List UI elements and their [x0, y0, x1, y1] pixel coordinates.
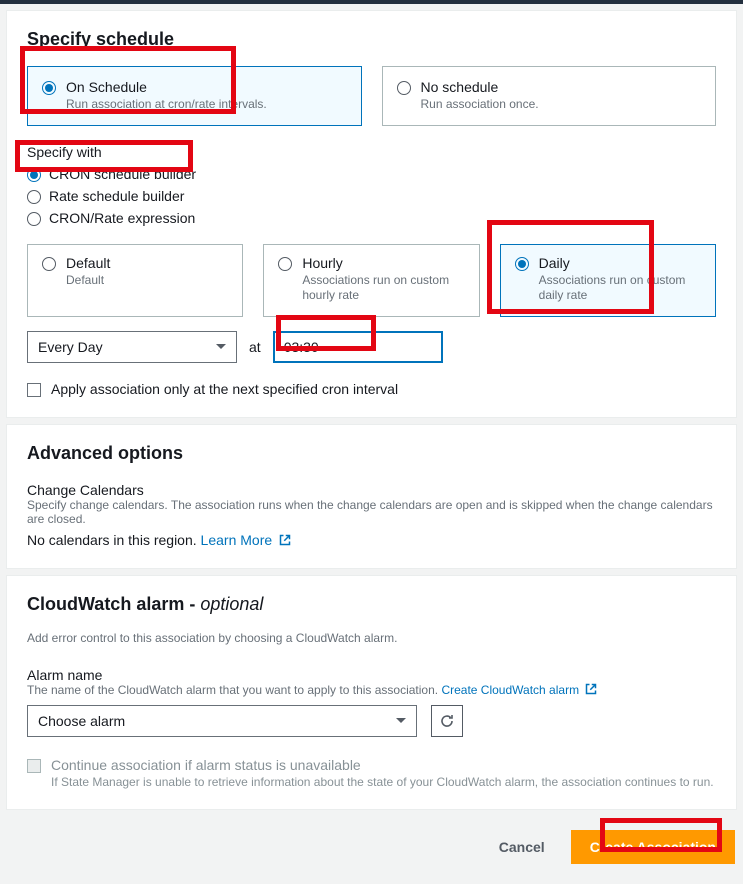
- radio-icon: [27, 190, 41, 204]
- radio-icon: [397, 81, 411, 95]
- radio-icon: [27, 168, 41, 182]
- cloudwatch-panel: CloudWatch alarm - optional Add error co…: [6, 575, 737, 810]
- cron-builder-radio[interactable]: CRON schedule builder: [27, 166, 716, 182]
- advanced-heading: Advanced options: [27, 443, 716, 464]
- apply-once-row: Apply association only at the next speci…: [27, 381, 716, 397]
- alarm-name-desc: The name of the CloudWatch alarm that yo…: [27, 683, 438, 697]
- schedule-heading: Specify schedule: [27, 29, 716, 50]
- continue-row: Continue association if alarm status is …: [27, 757, 716, 789]
- frequency-row: Default Default Hourly Associations run …: [27, 244, 716, 317]
- freq-daily-title: Daily: [539, 255, 701, 271]
- cloudwatch-heading-main: CloudWatch alarm -: [27, 594, 200, 614]
- external-link-icon: [585, 683, 597, 695]
- apply-once-label: Apply association only at the next speci…: [51, 381, 398, 397]
- day-select[interactable]: Every Day: [27, 331, 237, 363]
- calendars-title: Change Calendars: [27, 482, 716, 498]
- create-association-button[interactable]: Create Association: [571, 830, 735, 864]
- freq-hourly-title: Hourly: [302, 255, 464, 271]
- freq-default-title: Default: [66, 255, 110, 271]
- expr-builder-radio[interactable]: CRON/Rate expression: [27, 210, 716, 226]
- external-link-icon: [279, 533, 291, 545]
- cancel-button[interactable]: Cancel: [487, 833, 557, 861]
- caret-down-icon: [216, 344, 226, 349]
- cloudwatch-heading: CloudWatch alarm - optional: [27, 594, 716, 615]
- alarm-select-value: Choose alarm: [38, 713, 125, 729]
- radio-icon: [515, 257, 529, 271]
- cron-builder-label: CRON schedule builder: [49, 166, 196, 182]
- caret-down-icon: [396, 718, 406, 723]
- alarm-row: Choose alarm: [27, 705, 716, 737]
- learn-more-link[interactable]: Learn More: [201, 532, 291, 548]
- on-schedule-title: On Schedule: [66, 79, 267, 95]
- no-schedule-title: No schedule: [421, 79, 539, 95]
- continue-checkbox: [27, 759, 41, 773]
- create-alarm-link[interactable]: Create CloudWatch alarm: [441, 683, 597, 697]
- radio-icon: [27, 212, 41, 226]
- freq-default-desc: Default: [66, 273, 110, 289]
- radio-icon: [278, 257, 292, 271]
- specify-with-label: Specify with: [27, 144, 716, 160]
- no-schedule-desc: Run association once.: [421, 97, 539, 113]
- no-calendars-text: No calendars in this region.: [27, 532, 197, 548]
- calendars-desc: Specify change calendars. The associatio…: [27, 498, 716, 526]
- footer: Cancel Create Association: [0, 816, 743, 884]
- radio-icon: [42, 81, 56, 95]
- refresh-button[interactable]: [431, 705, 463, 737]
- radio-icon: [42, 257, 56, 271]
- top-bar: [0, 0, 743, 4]
- day-select-value: Every Day: [38, 339, 103, 355]
- rate-builder-label: Rate schedule builder: [49, 188, 184, 204]
- continue-title: Continue association if alarm status is …: [51, 757, 714, 773]
- schedule-mode-row: On Schedule Run association at cron/rate…: [27, 66, 716, 126]
- at-label: at: [249, 339, 261, 355]
- apply-once-checkbox[interactable]: [27, 383, 41, 397]
- cloudwatch-subtitle: Add error control to this association by…: [27, 631, 716, 645]
- create-alarm-text: Create CloudWatch alarm: [441, 683, 579, 697]
- time-row: Every Day at 03:30: [27, 331, 716, 363]
- refresh-icon: [439, 713, 455, 729]
- schedule-panel: Specify schedule On Schedule Run associa…: [6, 10, 737, 418]
- no-schedule-card[interactable]: No schedule Run association once.: [382, 66, 717, 126]
- alarm-select[interactable]: Choose alarm: [27, 705, 417, 737]
- time-value: 03:30: [284, 339, 319, 355]
- freq-daily-desc: Associations run on custom daily rate: [539, 273, 701, 304]
- learn-more-text: Learn More: [201, 532, 273, 548]
- advanced-panel: Advanced options Change Calendars Specif…: [6, 424, 737, 569]
- continue-desc: If State Manager is unable to retrieve i…: [51, 775, 714, 789]
- expr-builder-label: CRON/Rate expression: [49, 210, 195, 226]
- cloudwatch-heading-optional: optional: [200, 594, 263, 614]
- on-schedule-card[interactable]: On Schedule Run association at cron/rate…: [27, 66, 362, 126]
- on-schedule-desc: Run association at cron/rate intervals.: [66, 97, 267, 113]
- freq-daily-card[interactable]: Daily Associations run on custom daily r…: [500, 244, 716, 317]
- rate-builder-radio[interactable]: Rate schedule builder: [27, 188, 716, 204]
- alarm-name-label: Alarm name: [27, 667, 716, 683]
- freq-hourly-card[interactable]: Hourly Associations run on custom hourly…: [263, 244, 479, 317]
- freq-hourly-desc: Associations run on custom hourly rate: [302, 273, 464, 304]
- time-input[interactable]: 03:30: [273, 331, 443, 363]
- freq-default-card[interactable]: Default Default: [27, 244, 243, 317]
